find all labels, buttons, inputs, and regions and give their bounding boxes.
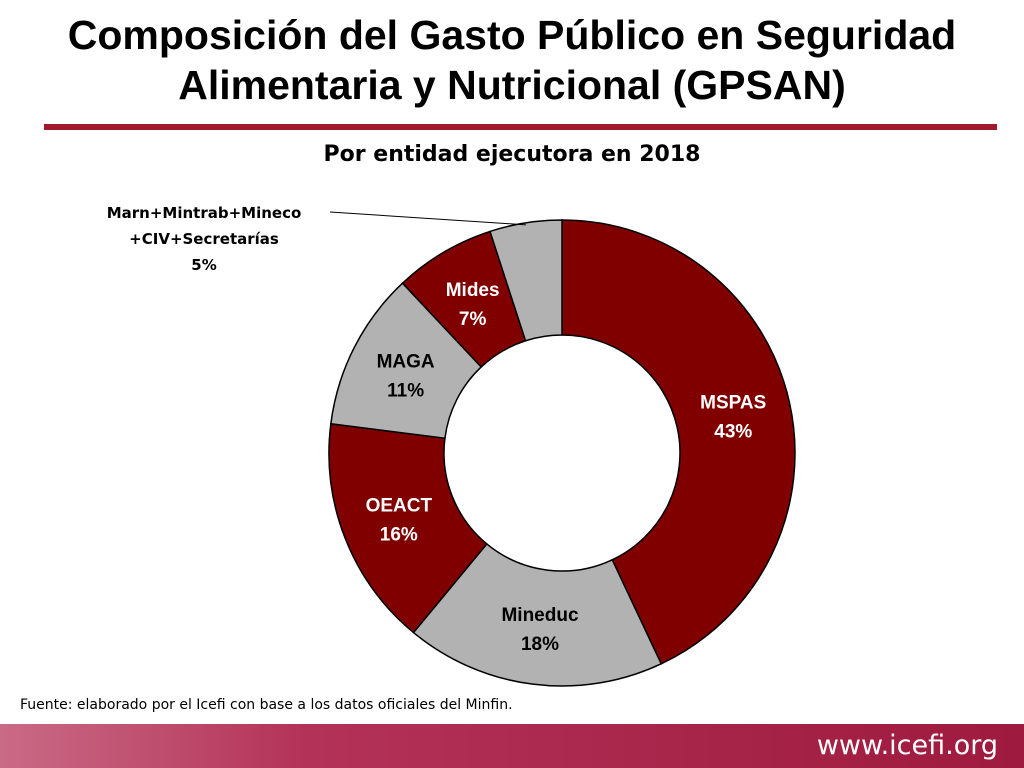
title-divider — [44, 124, 997, 130]
slice-mspas — [561, 219, 796, 665]
slice-marn-mintrab-mineco-civ-secretar-as — [489, 219, 563, 342]
callout-leader-line — [329, 211, 526, 226]
source-note: Fuente: elaborado por el Icefi con base … — [20, 697, 513, 713]
data-label-mineduc: Mineduc 18% — [501, 605, 578, 655]
data-label-mides: Mides 7% — [446, 280, 500, 330]
slide-title: Composición del Gasto Público en Segurid… — [0, 10, 1024, 110]
footer-band: www.icefi.org — [0, 724, 1024, 768]
slice-oeact — [328, 422, 488, 634]
data-label-oeact: OEACT 16% — [366, 496, 433, 546]
data-label-maga: MAGA 11% — [377, 351, 435, 401]
slice-mineduc — [412, 542, 663, 687]
title-line-1: Composición del Gasto Público en Segurid… — [67, 12, 957, 58]
data-label-marn-mintrab-mineco-civ-secretar-as: Marn+Mintrab+Mineco +CIV+Secretarías 5% — [107, 204, 302, 274]
data-label-mspas: MSPAS 43% — [700, 393, 766, 443]
footer-url[interactable]: www.icefi.org — [816, 730, 998, 761]
title-line-2: Alimentaria y Nutricional (GPSAN) — [178, 62, 846, 108]
chart-title: Por entidad ejecutora en 2018 — [323, 142, 701, 167]
